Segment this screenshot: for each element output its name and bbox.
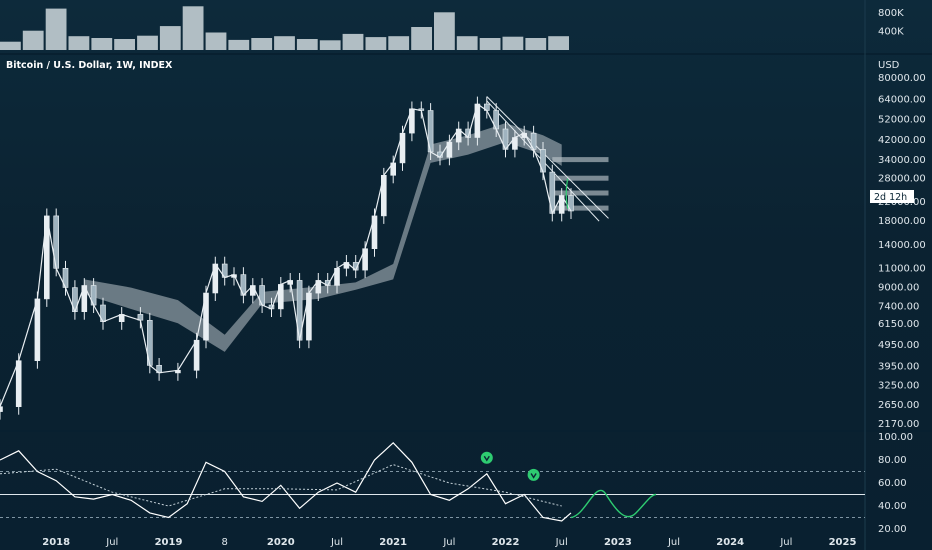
volume-bar (434, 12, 455, 51)
time-axis: 2018 Jul 2019 8 2020 Jul 2021 Jul 2022 Jul 2023 Jul… (42, 537, 856, 548)
volume-bar (228, 39, 250, 50)
volume-bar (388, 36, 410, 50)
currency-label: USD (878, 60, 900, 71)
price-tick-label: 9000.00 (878, 283, 919, 294)
price-tick-label: 7400.00 (878, 301, 919, 312)
rsi-tick-label: 100.00 (878, 432, 913, 443)
down-arrow-marker (480, 451, 493, 464)
volume-bar (159, 26, 181, 50)
down-arrow-marker (527, 468, 540, 481)
time-tick-label: 2022 (492, 537, 520, 548)
pane-separator-top (0, 53, 932, 55)
time-tick-label: 2024 (716, 537, 744, 548)
price-tick-label: 80000.00 (878, 73, 926, 84)
time-tick-label: Jul (779, 537, 792, 548)
price-tick-label: 52000.00 (878, 114, 926, 125)
down-arrow-icon (483, 455, 490, 462)
price-zone (552, 190, 609, 196)
candle-body (15, 360, 22, 408)
time-tick-label: 2018 (42, 537, 70, 548)
volume-bar (68, 36, 90, 50)
volume-bar (411, 27, 432, 50)
price-axis: 80000.00 64000.00 52000.00 42000.00 34000.00… (878, 73, 926, 430)
time-tick-label: 2023 (604, 537, 632, 548)
candle-body (0, 406, 3, 412)
price-tick-label: 28000.00 (878, 174, 926, 185)
time-tick-label: Jul (667, 537, 680, 548)
rsi-ma-line (0, 464, 562, 507)
volume-bar (365, 37, 387, 50)
volume-bar (182, 6, 204, 51)
rsi-tick-label: 20.00 (878, 524, 907, 535)
rsi-pane (0, 441, 865, 522)
price-tick-label: 4950.00 (878, 340, 919, 351)
time-tick-label: 2025 (829, 537, 857, 548)
chart-title: Bitcoin / U.S. Dollar, 1W, INDEX (6, 60, 173, 71)
price-tick-label: 3250.00 (878, 380, 919, 391)
rsi-axis: 100.00 80.00 60.00 40.00 20.00 (878, 432, 913, 535)
ichimoku-cloud (84, 123, 562, 352)
volume-bar (91, 38, 113, 50)
price-series-line (0, 103, 572, 407)
countdown-label: 2d 12h (874, 192, 907, 203)
volume-bar (319, 40, 341, 50)
price-tick-label: 6150.00 (878, 319, 919, 330)
volume-bar (0, 41, 21, 50)
volume-bar (274, 36, 295, 50)
countdown-badge (870, 190, 914, 203)
price-tick-label: 2650.00 (878, 400, 919, 411)
rsi-line (0, 441, 572, 522)
price-tick-label: 18000.00 (878, 216, 926, 227)
time-tick-label: 2019 (155, 537, 183, 548)
rsi-tick-label: 80.00 (878, 455, 907, 466)
volume-bar (296, 39, 318, 50)
volume-bar (525, 38, 547, 50)
rsi-tick-label: 60.00 (878, 478, 907, 489)
price-tick-label: 14000.00 (878, 240, 926, 251)
time-tick-label: 2020 (267, 537, 295, 548)
time-tick-label: Jul (555, 537, 568, 548)
price-zone (552, 157, 609, 163)
time-tick-label: Jul (442, 537, 455, 548)
down-arrow-icon (530, 473, 537, 479)
volume-bar (45, 8, 67, 51)
volume-bar (502, 36, 524, 50)
time-tick-label: Jul (105, 537, 118, 548)
annotation-arrow (565, 178, 569, 209)
price-tick-label: 64000.00 (878, 94, 926, 105)
price-tick-label: 2170.00 (878, 419, 919, 430)
volume-bar (251, 38, 273, 50)
candle-body (34, 298, 41, 361)
price-tick-label: 42000.00 (878, 135, 926, 146)
volume-bar (114, 39, 135, 50)
rsi-tick-label: 40.00 (878, 501, 907, 512)
volume-bar (205, 32, 227, 50)
volume-axis: 800K 400K (878, 8, 904, 37)
volume-bar (342, 33, 364, 50)
volume-bar (22, 30, 44, 50)
price-tick-label: 34000.00 (878, 155, 926, 166)
price-tick-label: 3950.00 (878, 362, 919, 373)
volume-tick-label: 400K (878, 27, 904, 38)
time-tick-label: 8 (222, 537, 228, 548)
annotation-projection (570, 489, 657, 519)
price-zone (552, 175, 609, 181)
volume-bar (456, 36, 478, 50)
price-tick-label: 11000.00 (878, 263, 926, 274)
candle-body (193, 339, 200, 371)
volume-pane (0, 6, 569, 51)
volume-bar (137, 35, 158, 50)
time-tick-label: Jul (330, 537, 343, 548)
volume-bar (479, 38, 501, 50)
price-pane (0, 96, 609, 420)
volume-bar (548, 36, 569, 50)
trend-line (486, 96, 609, 219)
pane-separator-bottom (0, 430, 932, 432)
price-zone (552, 205, 609, 211)
volume-tick-label: 800K (878, 8, 904, 19)
time-tick-label: 2021 (379, 537, 407, 548)
